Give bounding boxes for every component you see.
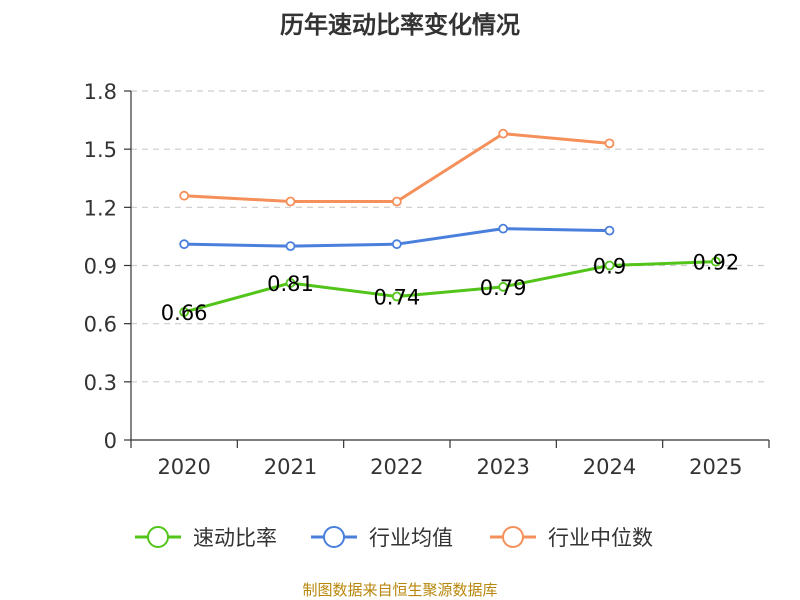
- series-point: [391, 239, 402, 250]
- x-tick-label: 2021: [264, 455, 317, 479]
- y-tick-label: 0.3: [84, 371, 117, 395]
- y-tick-label: 0.6: [84, 313, 117, 337]
- x-tick-label: 2025: [689, 455, 742, 479]
- series-point: [179, 307, 190, 317]
- series-point: [285, 241, 296, 252]
- y-tick-label: 0.9: [84, 255, 117, 279]
- data-label: 0.81: [267, 272, 314, 296]
- legend-label: 行业均值: [369, 526, 453, 550]
- data-label: 0.66: [161, 301, 208, 325]
- legend-marker: [502, 526, 524, 548]
- x-tick-label: 2024: [583, 455, 636, 479]
- y-tick-label: 1.5: [84, 138, 117, 162]
- series-point: [604, 225, 615, 236]
- grid-layer: [131, 90, 769, 383]
- series-point: [285, 196, 296, 207]
- legend: 速动比率 行业均值 行业中位数: [135, 526, 653, 550]
- legend-marker: [147, 526, 169, 548]
- series-point: [710, 256, 721, 267]
- source-note: 制图数据来自恒生聚源数据库: [302, 581, 497, 599]
- series-point: [179, 239, 190, 250]
- y-tick-label: 0: [104, 429, 117, 453]
- data-label: 0.9: [593, 255, 626, 279]
- data-label: 0.92: [692, 251, 739, 275]
- series-line: [184, 132, 610, 204]
- legend-marker: [323, 526, 345, 548]
- axis-layer: 0 0.3 0.6 0.9 1.2 1.5 1.8 2020 2021 2022 2023 2024 2…: [84, 80, 770, 479]
- series-point: [285, 278, 296, 288]
- series-point: [391, 196, 402, 207]
- x-tick-label: 2023: [476, 455, 529, 479]
- series-point: [498, 223, 509, 234]
- series-point: [498, 128, 509, 139]
- x-tick-label: 2020: [157, 455, 210, 479]
- x-tick-label: 2022: [370, 455, 423, 479]
- series-point: [391, 291, 402, 302]
- y-tick-label: 1.2: [84, 196, 117, 220]
- series-point: [498, 281, 509, 292]
- legend-label: 速动比率: [193, 526, 277, 550]
- chart-title: 历年速动比率变化情况: [280, 11, 520, 39]
- series-layer: [179, 128, 721, 317]
- data-label-layer: 0.66 0.81 0.74 0.79 0.9 0.92: [161, 251, 739, 325]
- series-point: [604, 260, 615, 271]
- y-tick-label: 1.8: [84, 80, 117, 104]
- series-point: [179, 190, 190, 201]
- legend-label: 行业中位数: [548, 526, 653, 550]
- data-label: 0.79: [480, 276, 527, 300]
- series-line: [183, 260, 716, 314]
- data-label: 0.74: [373, 286, 420, 310]
- series-point: [604, 138, 615, 149]
